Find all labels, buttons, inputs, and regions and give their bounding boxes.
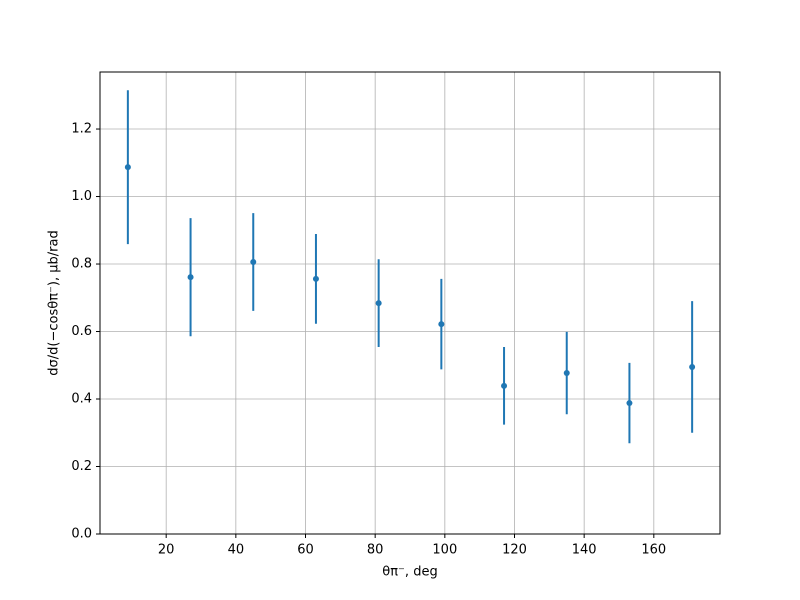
data-point — [312, 275, 319, 282]
y-tick-label: 0.0 — [71, 527, 92, 542]
data-point — [124, 164, 131, 171]
data-point — [375, 300, 382, 307]
x-tick-label: 60 — [297, 543, 314, 558]
data-point — [438, 321, 445, 328]
data-point — [689, 363, 696, 370]
x-tick-label: 120 — [502, 543, 527, 558]
data-point — [563, 370, 570, 377]
y-axis-label: dσ/d(−cosθπ⁻), μb/rad — [47, 230, 62, 375]
x-tick-label: 100 — [432, 543, 457, 558]
y-tick-label: 0.4 — [71, 392, 92, 407]
data-point — [250, 258, 257, 265]
data-point — [501, 382, 508, 389]
y-tick-label: 1.2 — [71, 122, 92, 137]
plot-frame — [99, 71, 721, 535]
x-axis-label: θπ⁻, deg — [382, 565, 437, 580]
y-tick-label: 1.0 — [71, 189, 92, 204]
x-tick-label: 160 — [641, 543, 666, 558]
data-point — [187, 274, 194, 281]
x-tick-label: 80 — [367, 543, 384, 558]
y-tick-label: 0.2 — [71, 459, 92, 474]
y-tick-label: 0.6 — [71, 324, 92, 339]
x-tick-label: 140 — [572, 543, 597, 558]
x-tick-label: 20 — [158, 543, 175, 558]
x-tick-label: 40 — [228, 543, 245, 558]
data-point — [626, 400, 633, 407]
y-tick-label: 0.8 — [71, 257, 92, 272]
